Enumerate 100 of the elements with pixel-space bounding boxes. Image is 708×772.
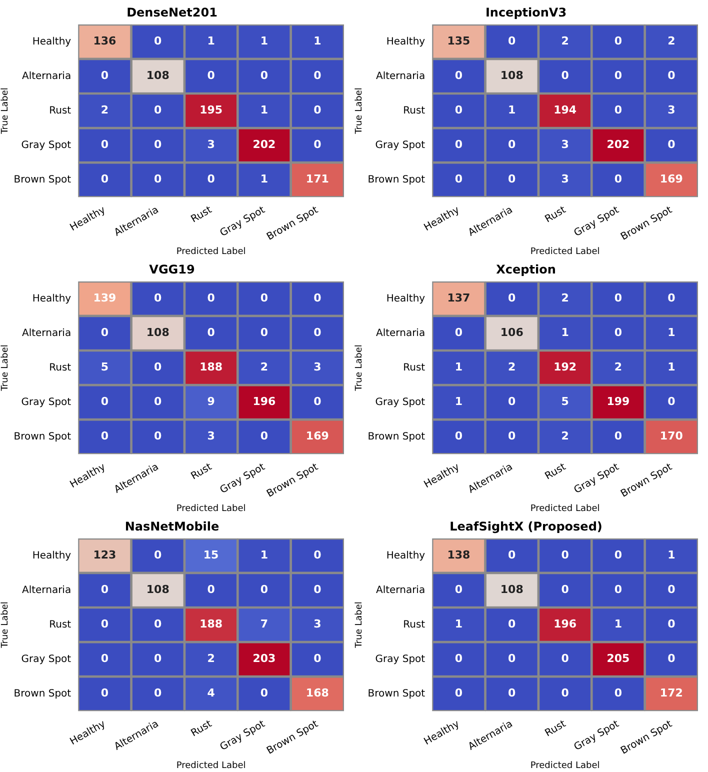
data-label: 1: [668, 548, 676, 562]
data-label: 139: [93, 292, 116, 305]
x-tick-label: Gray Spot: [218, 204, 268, 240]
data-label: 0: [100, 395, 109, 408]
data-label: 0: [454, 326, 463, 340]
chart-title: Xception: [496, 262, 556, 276]
y-tick-label: Alternaria: [22, 584, 72, 596]
y-tick-label: Gray Spot: [21, 140, 72, 151]
data-label: 0: [100, 326, 109, 340]
data-label: 0: [154, 686, 162, 700]
data-label: 202: [606, 138, 630, 152]
data-label: 1: [508, 104, 516, 117]
data-label: 5: [561, 395, 569, 408]
data-label: 0: [508, 686, 516, 700]
y-axis-title: True Label: [0, 344, 11, 392]
y-tick-label: Gray Spot: [375, 654, 426, 665]
data-label: 108: [146, 326, 170, 340]
data-label: 188: [200, 360, 223, 374]
data-label: 0: [668, 618, 676, 631]
data-label: 0: [561, 69, 570, 82]
data-label: 0: [508, 430, 516, 443]
data-label: 0: [614, 292, 622, 305]
data-label: 1: [207, 34, 215, 48]
data-label: 0: [260, 69, 268, 82]
x-tick-label: Gray Spot: [218, 718, 268, 754]
y-tick-label: Brown Spot: [368, 431, 426, 442]
data-label: 0: [314, 104, 322, 117]
data-label: 136: [93, 34, 117, 48]
data-label: 0: [100, 618, 109, 631]
y-tick-label: Gray Spot: [375, 396, 426, 408]
chart-title: NasNetMobile: [124, 519, 220, 534]
data-label: 0: [561, 652, 570, 666]
data-label: 0: [154, 360, 162, 374]
x-tick-label: Gray Spot: [572, 462, 622, 496]
data-label: 172: [660, 686, 683, 700]
data-label: 0: [314, 583, 322, 596]
data-label: 2: [614, 360, 622, 374]
x-tick-label: Gray Spot: [572, 718, 622, 754]
y-tick-label: Rust: [403, 362, 426, 374]
data-label: 0: [154, 618, 162, 631]
y-tick-label: Alternaria: [22, 70, 72, 82]
data-label: 203: [252, 652, 276, 666]
y-tick-label: Healthy: [386, 36, 426, 48]
data-label: 4: [207, 686, 216, 700]
x-tick-label: Rust: [543, 718, 568, 740]
data-label: 0: [454, 686, 463, 700]
y-axis-title: True Label: [354, 602, 365, 649]
y-axis-title: True Label: [0, 88, 11, 135]
y-tick-label: Brown Spot: [368, 174, 426, 186]
data-label: 0: [100, 583, 109, 596]
y-tick-label: Alternaria: [376, 328, 426, 339]
data-label: 137: [447, 292, 470, 305]
data-label: 0: [314, 69, 322, 82]
y-tick-label: Alternaria: [22, 328, 72, 339]
data-label: 0: [100, 652, 109, 666]
data-label: 0: [614, 548, 622, 562]
data-label: 106: [500, 326, 524, 340]
data-label: 0: [314, 395, 322, 408]
data-label: 5: [100, 360, 109, 374]
y-axis-title: True Label: [0, 602, 11, 649]
data-label: 168: [306, 686, 329, 700]
data-label: 3: [207, 430, 215, 443]
y-tick-label: Alternaria: [376, 70, 426, 82]
data-label: 0: [508, 618, 516, 631]
x-axis-title: Predicted Label: [530, 246, 600, 257]
data-label: 1: [614, 618, 622, 631]
data-label: 3: [561, 172, 569, 186]
x-axis-title: Predicted Label: [176, 504, 246, 514]
data-label: 108: [146, 69, 170, 82]
data-label: 195: [200, 104, 223, 117]
data-label: 0: [154, 548, 162, 562]
data-label: 0: [154, 292, 162, 305]
data-label: 0: [100, 430, 109, 443]
x-tick-label: Gray Spot: [218, 462, 268, 496]
data-label: 0: [207, 172, 216, 186]
data-label: 0: [668, 69, 676, 82]
data-label: 3: [207, 138, 215, 152]
data-label: 1: [260, 172, 268, 186]
data-label: 0: [154, 652, 162, 666]
data-label: 192: [554, 360, 577, 374]
x-tick-label: Rust: [189, 462, 214, 482]
data-label: 2: [561, 34, 569, 48]
data-label: 0: [154, 172, 162, 186]
data-label: 0: [614, 326, 622, 340]
data-label: 0: [508, 652, 516, 666]
x-axis-title: Predicted Label: [176, 246, 246, 257]
data-label: 0: [314, 652, 322, 666]
data-label: 1: [668, 326, 676, 340]
y-tick-label: Brown Spot: [368, 688, 426, 700]
data-label: 0: [454, 69, 463, 82]
chart-title: LeafSightX (Proposed): [450, 519, 602, 534]
data-label: 1: [668, 360, 676, 374]
data-label: 3: [314, 618, 322, 631]
data-label: 202: [252, 138, 276, 152]
data-label: 196: [554, 618, 577, 631]
data-label: 0: [260, 326, 268, 340]
x-tick-label: Rust: [189, 204, 214, 226]
data-label: 0: [614, 34, 622, 48]
data-label: 0: [454, 652, 463, 666]
data-label: 2: [561, 430, 569, 443]
